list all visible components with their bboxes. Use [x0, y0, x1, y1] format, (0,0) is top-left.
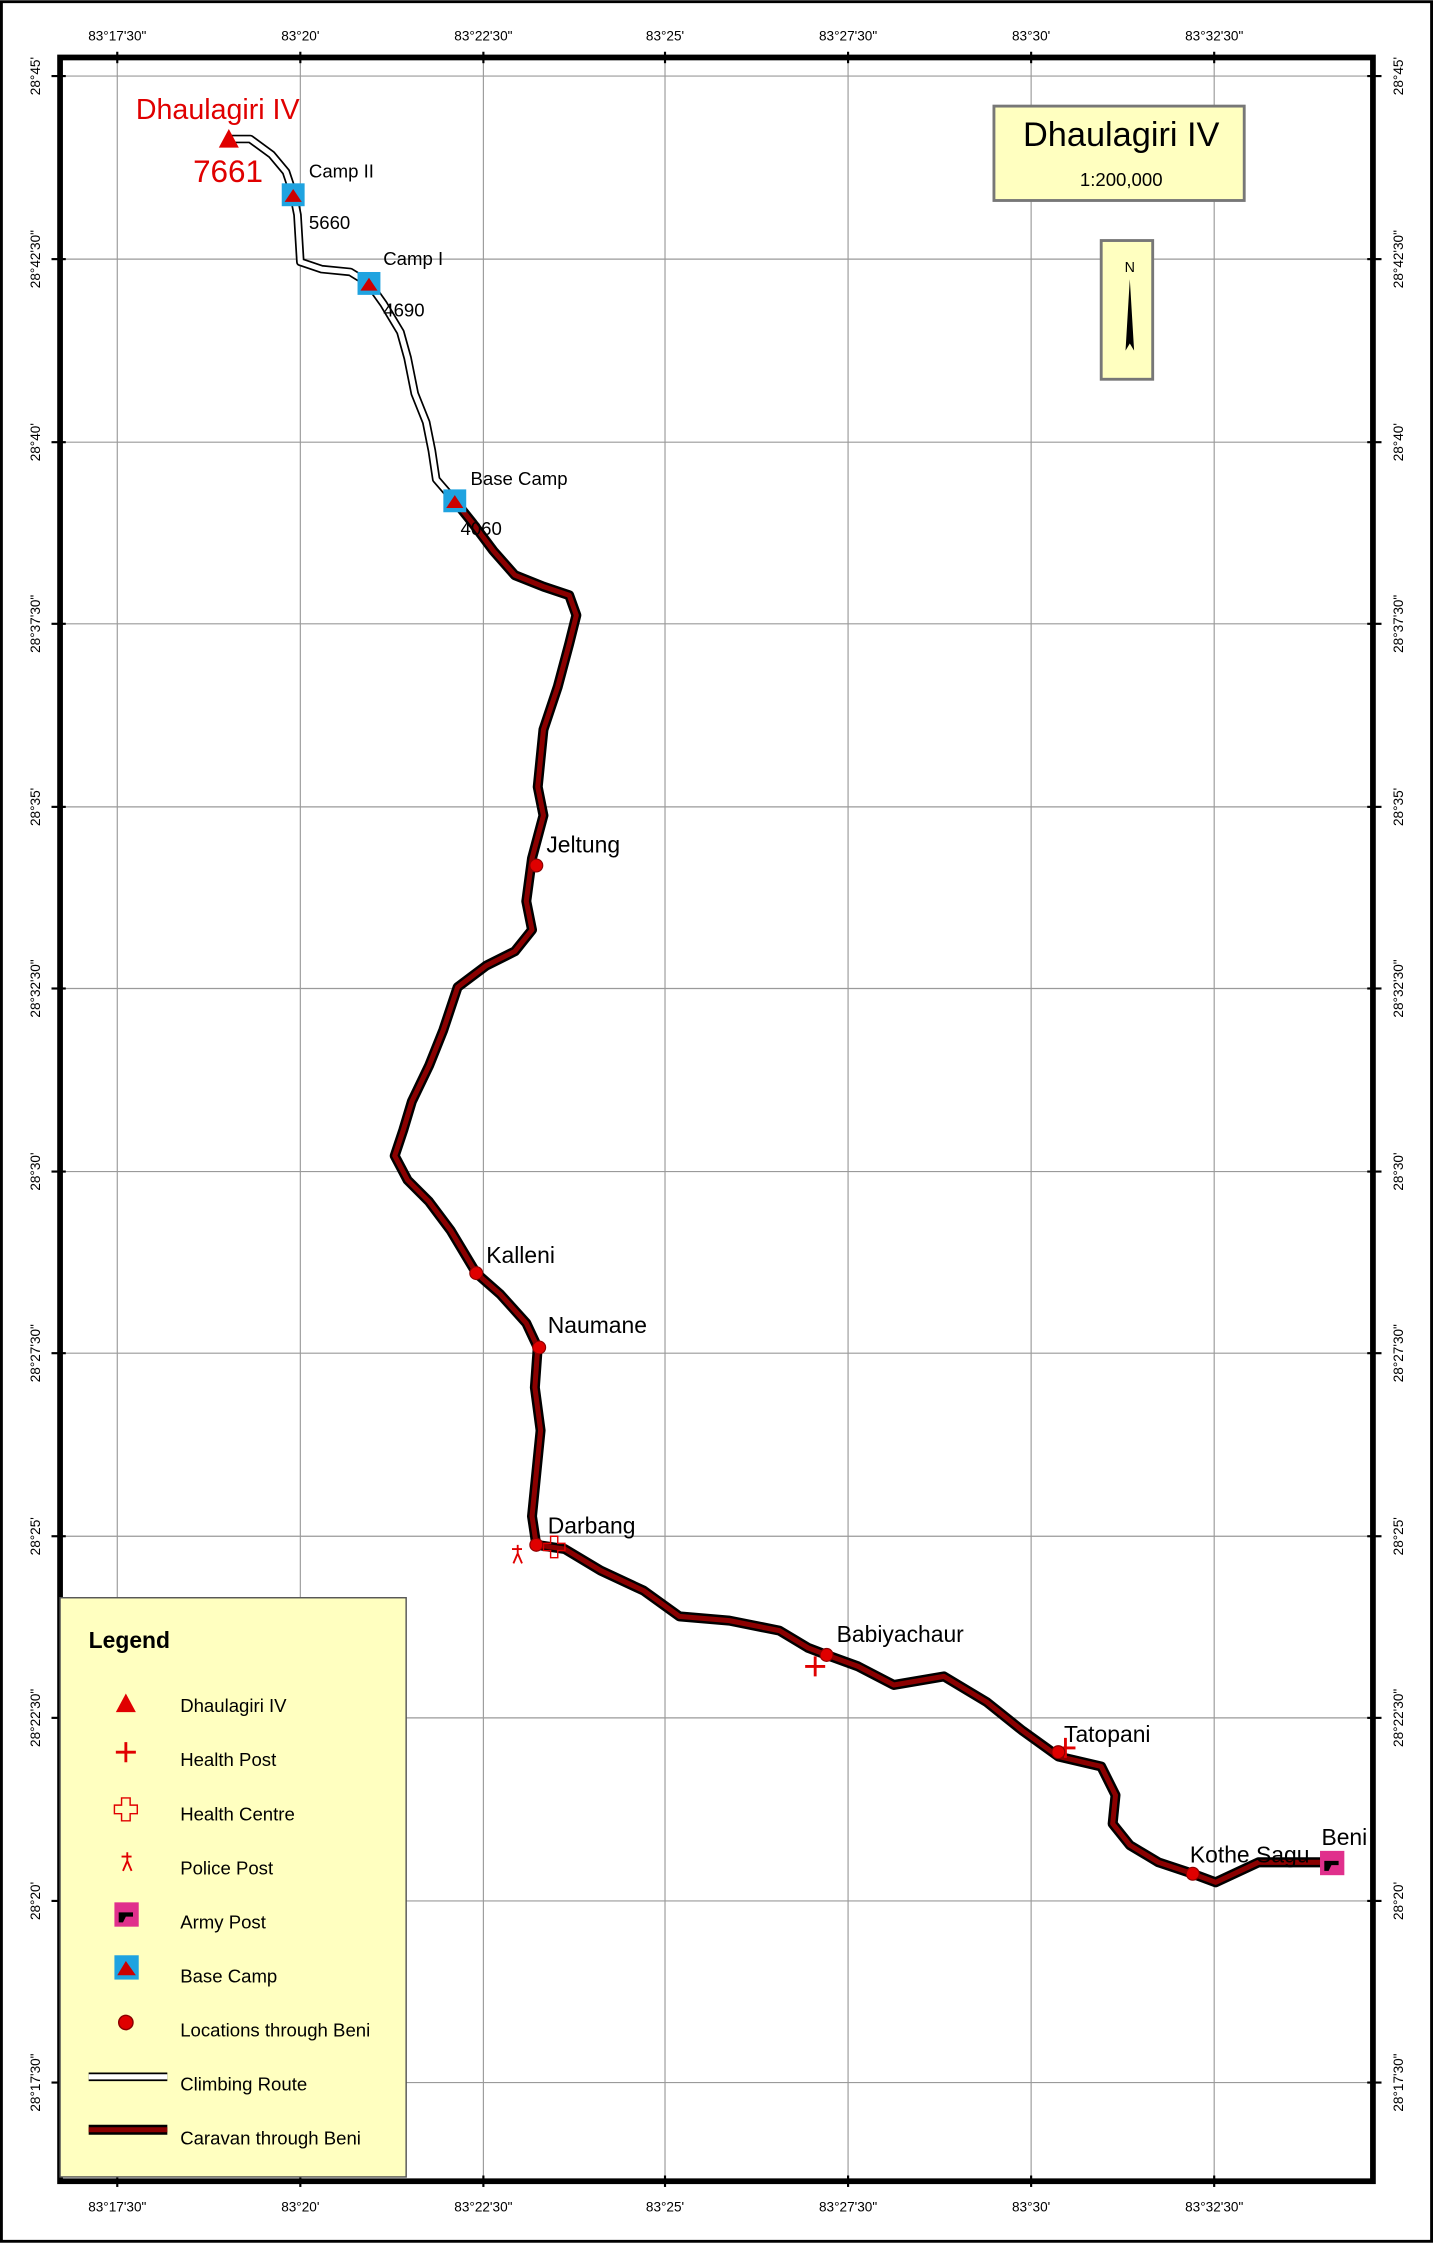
- location-label: Babiyachaur: [837, 1621, 965, 1647]
- location-dot: [1051, 1745, 1066, 1760]
- y-grid-label: 28°40': [28, 423, 43, 461]
- x-grid-label: 83°17'30": [88, 2199, 146, 2214]
- y-grid-label: 28°22'30": [28, 1689, 43, 1747]
- legend-icon: [118, 1912, 134, 1923]
- location-label: Kothe Sagu: [1190, 1841, 1310, 1867]
- legend-icon: [117, 1960, 136, 1976]
- summit-marker: [218, 128, 239, 148]
- legend-label: Base Camp: [180, 1965, 277, 1986]
- camp-name: Camp II: [309, 161, 374, 182]
- x-grid-label: 83°22'30": [454, 28, 512, 43]
- summit-name: Dhaulagiri IV: [136, 94, 300, 126]
- x-grid-label: 83°20': [281, 28, 319, 43]
- x-grid-label: 83°27'30": [819, 28, 877, 43]
- health-centre: [542, 1535, 566, 1559]
- y-grid-label: 28°40': [1391, 423, 1406, 461]
- legend-label: Climbing Route: [180, 2074, 307, 2095]
- y-grid-label: 28°42'30": [28, 230, 43, 288]
- police-post: [511, 1544, 523, 1564]
- y-grid-label: 28°27'30": [1391, 1324, 1406, 1382]
- army-post-icon: [1324, 1860, 1339, 1871]
- y-grid-label: 28°42'30": [1391, 230, 1406, 288]
- location-label: Jeltung: [546, 832, 620, 858]
- y-grid-label: 28°37'30": [1391, 595, 1406, 653]
- x-grid-label: 83°17'30": [88, 28, 146, 43]
- y-grid-label: 28°37'30": [28, 595, 43, 653]
- camp-elevation: 4060: [461, 518, 502, 539]
- x-grid-label: 83°25': [646, 28, 684, 43]
- y-grid-label: 28°35': [28, 788, 43, 826]
- y-grid-label: 28°17'30": [1391, 2053, 1406, 2111]
- camp-tent: [446, 495, 464, 508]
- y-grid-label: 28°45': [1391, 57, 1406, 95]
- x-grid-label: 83°22'30": [454, 2199, 512, 2214]
- map-scale: 1:200,000: [1080, 169, 1163, 190]
- summit-elevation: 7661: [193, 154, 263, 189]
- legend-label: Health Centre: [180, 1803, 295, 1824]
- x-grid-label: 83°20': [281, 2199, 319, 2214]
- camp-tent: [284, 189, 302, 202]
- y-grid-label: 28°25': [28, 1517, 43, 1555]
- location-dot: [1185, 1866, 1200, 1881]
- north-label: N: [1125, 260, 1135, 276]
- location-dot: [529, 858, 544, 873]
- y-grid-label: 28°30': [28, 1152, 43, 1190]
- north-box: [1099, 239, 1155, 381]
- location-dot: [532, 1340, 547, 1355]
- camp-elevation: 5660: [309, 212, 350, 233]
- legend-label: Health Post: [180, 1749, 277, 1770]
- y-grid-label: 28°30': [1391, 1152, 1406, 1190]
- y-grid-label: 28°17'30": [28, 2053, 43, 2111]
- map-frame: [57, 54, 1376, 2185]
- y-grid-label: 28°27'30": [28, 1324, 43, 1382]
- north-arrow: [1125, 279, 1135, 351]
- camp-tent: [360, 277, 378, 291]
- y-grid-label: 28°35': [1391, 788, 1406, 826]
- legend-icon: [121, 1852, 133, 1872]
- location-label: Tatopani: [1064, 1721, 1150, 1747]
- legend-icon: [113, 1797, 139, 1822]
- legend-label: Army Post: [180, 1911, 267, 1932]
- location-dot: [469, 1266, 484, 1281]
- y-grid-label: 28°45': [28, 57, 43, 95]
- camp-name: Camp I: [383, 248, 443, 269]
- location-dot: [529, 1537, 544, 1552]
- map-title: Dhaulagiri IV: [1023, 116, 1220, 154]
- title-box: [992, 104, 1246, 202]
- y-grid-label: 28°20': [1391, 1882, 1406, 1920]
- location-label: Naumane: [548, 1312, 647, 1338]
- legend-label: Police Post: [180, 1857, 274, 1878]
- camp-elevation: 4690: [383, 299, 424, 320]
- x-grid-label: 83°30': [1012, 2199, 1050, 2214]
- y-grid-label: 28°22'30": [1391, 1689, 1406, 1747]
- x-grid-label: 83°27'30": [819, 2199, 877, 2214]
- legend-icons: [88, 1693, 168, 2135]
- y-grid-label: 28°25': [1391, 1517, 1406, 1555]
- legend-label: Caravan through Beni: [180, 2128, 361, 2149]
- legend-label: Dhaulagiri IV: [180, 1695, 287, 1716]
- y-grid-label: 28°32'30": [1391, 959, 1406, 1017]
- legend-items: Dhaulagiri IV Health Post Health Centre Pol…: [180, 1695, 370, 2148]
- x-grid-label: 83°32'30": [1185, 28, 1243, 43]
- y-grid-label: 28°32'30": [28, 959, 43, 1017]
- y-grid-label: 28°20': [28, 1882, 43, 1920]
- x-grid-label: 83°25': [646, 2199, 684, 2214]
- location-label: Kalleni: [486, 1242, 555, 1268]
- location-dot: [819, 1647, 834, 1662]
- x-grid-label: 83°32'30": [1185, 2199, 1243, 2214]
- location-label: Beni: [1321, 1824, 1367, 1850]
- legend-icon: [115, 1742, 136, 1763]
- legend-icon: [115, 1693, 136, 1713]
- legend-icon: [117, 2014, 134, 2031]
- camp-markers: [281, 183, 467, 513]
- camp-name: Base Camp: [471, 468, 568, 489]
- location-label: Darbang: [548, 1512, 636, 1538]
- legend-label: Locations through Beni: [180, 2020, 370, 2041]
- x-grid-label: 83°30': [1012, 28, 1050, 43]
- location-markers: [469, 858, 1200, 1881]
- legend-title: Legend: [89, 1627, 170, 1653]
- health-post: [805, 1656, 826, 1677]
